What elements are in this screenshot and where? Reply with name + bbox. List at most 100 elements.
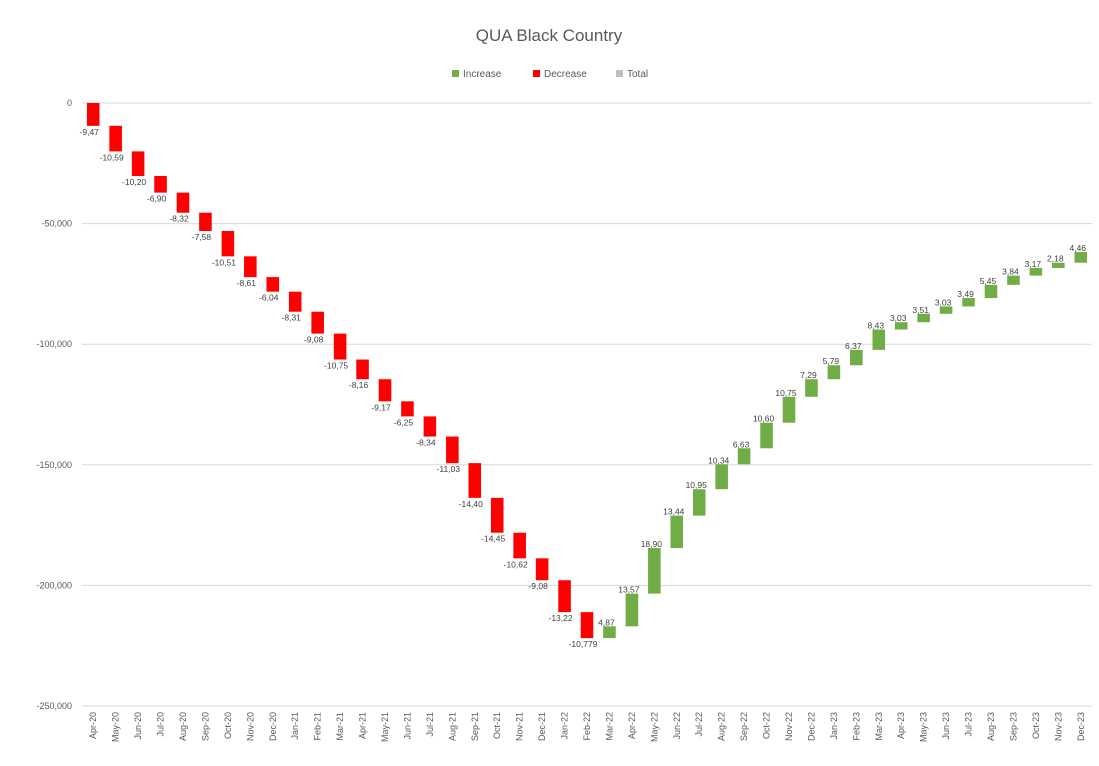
- bar-17: [468, 463, 482, 498]
- x-tick-label-28: Aug-22: [717, 712, 727, 741]
- y-tick-label-2: -100,000: [36, 339, 72, 349]
- x-tick-label-40: Aug-23: [986, 712, 996, 741]
- x-tick-label-20: Dec-21: [537, 712, 547, 741]
- bar-8: [266, 277, 280, 292]
- data-label-11: -10,75: [324, 361, 348, 371]
- bar-18: [490, 497, 504, 533]
- x-tick-label-10: Feb-21: [313, 712, 323, 741]
- data-label-16: -11,03: [437, 464, 461, 474]
- x-tick-label-1: May-20: [111, 712, 121, 742]
- x-tick-label-25: May-22: [649, 712, 659, 742]
- data-label-40: 5,45: [980, 276, 997, 286]
- x-tick-label-30: Oct-22: [762, 712, 772, 739]
- y-tick-label-5: -250,000: [36, 701, 72, 711]
- bar-44: [1074, 251, 1088, 263]
- bar-14: [401, 401, 414, 417]
- bar-7: [244, 256, 257, 278]
- x-tick-label-38: Jun-23: [941, 712, 951, 740]
- bar-41: [1007, 275, 1020, 285]
- data-label-27: 10,95: [686, 480, 708, 490]
- data-label-42: 3,17: [1025, 259, 1042, 269]
- x-axis: Apr-20 May-20 Jun-20 Jul-20 Aug-20 Sep-20 Oct-…: [88, 712, 1086, 742]
- legend-label-0: Increase: [463, 69, 502, 80]
- data-label-38: 3,03: [935, 297, 952, 307]
- data-label-12: -8,16: [349, 380, 369, 390]
- data-label-17: -14,40: [459, 499, 483, 509]
- bar-35: [872, 329, 886, 350]
- x-tick-label-8: Dec-20: [268, 712, 278, 741]
- x-tick-label-0: Apr-20: [88, 712, 98, 739]
- x-tick-label-12: Apr-21: [358, 712, 368, 739]
- y-tick-label-4: -200,000: [36, 580, 72, 590]
- legend-swatch-2: [616, 70, 623, 77]
- data-label-24: 13,57: [618, 585, 640, 595]
- data-label-19: -10,62: [504, 559, 528, 569]
- data-label-35: 8,43: [868, 321, 885, 331]
- bar-34: [850, 349, 863, 366]
- bar-32: [805, 379, 818, 397]
- data-label-26: 13,44: [663, 507, 685, 517]
- data-label-41: 3,84: [1002, 267, 1019, 277]
- x-tick-label-15: Jul-21: [425, 712, 435, 737]
- data-label-29: 6,63: [733, 439, 750, 449]
- bar-9: [288, 291, 302, 312]
- x-tick-label-31: Nov-22: [784, 712, 794, 741]
- data-label-31: 10,75: [775, 388, 797, 398]
- x-tick-label-27: Jul-22: [694, 712, 704, 737]
- x-tick-label-44: Dec-23: [1076, 712, 1086, 741]
- bar-13: [378, 379, 392, 402]
- bar-43: [1052, 262, 1065, 268]
- data-label-13: -9,17: [371, 402, 391, 412]
- data-label-33: 5,79: [823, 356, 840, 366]
- data-label-1: -10,59: [100, 152, 124, 162]
- data-label-32: 7,29: [800, 370, 817, 380]
- x-tick-label-21: Jan-22: [560, 712, 570, 740]
- x-tick-label-29: Sep-22: [739, 712, 749, 741]
- bar-28: [715, 464, 728, 490]
- data-label-9: -8,31: [282, 313, 302, 323]
- bar-25: [648, 548, 661, 594]
- bar-33: [827, 365, 841, 380]
- data-label-0: -9,47: [80, 127, 100, 137]
- data-label-3: -6,90: [147, 194, 167, 204]
- legend-label-2: Total: [627, 69, 648, 80]
- bar-16: [446, 436, 459, 464]
- legend-swatch-1: [533, 70, 540, 77]
- bar-23: [603, 626, 616, 639]
- bar-21: [558, 580, 571, 613]
- y-tick-label-1: -50,000: [41, 219, 72, 229]
- bar-36: [894, 322, 908, 330]
- legend-swatch-0: [452, 70, 459, 77]
- bar-3: [154, 175, 167, 193]
- data-label-10: -9,08: [304, 335, 324, 345]
- x-tick-label-2: Jun-20: [133, 712, 143, 740]
- x-tick-label-37: May-23: [919, 712, 929, 742]
- x-tick-label-34: Feb-23: [851, 712, 861, 741]
- bar-10: [311, 311, 324, 334]
- data-label-39: 3,49: [957, 289, 974, 299]
- x-tick-label-13: May-21: [380, 712, 390, 742]
- x-tick-label-39: Jul-23: [964, 712, 974, 737]
- data-labels: -9,47 -10,59 -10,20-6,90-8,32-7,58 -10,51 -8…: [80, 127, 1087, 649]
- x-tick-label-5: Sep-20: [200, 712, 210, 741]
- bar-20: [535, 558, 549, 581]
- bar-4: [176, 192, 190, 213]
- x-tick-label-41: Sep-23: [1008, 712, 1018, 741]
- data-label-2: -10,20: [122, 177, 146, 187]
- x-tick-label-4: Aug-20: [178, 712, 188, 741]
- data-label-23: 4,87: [598, 617, 615, 627]
- x-tick-label-19: Nov-21: [515, 712, 525, 741]
- bar-40: [984, 284, 998, 299]
- data-label-21: -13,22: [549, 613, 573, 623]
- x-tick-label-6: Oct-20: [223, 712, 233, 739]
- bar-6: [221, 230, 235, 257]
- y-tick-label-3: -150,000: [36, 460, 72, 470]
- x-tick-label-17: Sep-21: [470, 712, 480, 741]
- x-tick-label-42: Oct-23: [1031, 712, 1041, 739]
- bar-29: [737, 448, 751, 465]
- x-tick-label-24: Apr-22: [627, 712, 637, 739]
- x-tick-label-33: Jan-23: [829, 712, 839, 740]
- data-label-20: -9,08: [528, 581, 548, 591]
- bar-0: [86, 103, 100, 126]
